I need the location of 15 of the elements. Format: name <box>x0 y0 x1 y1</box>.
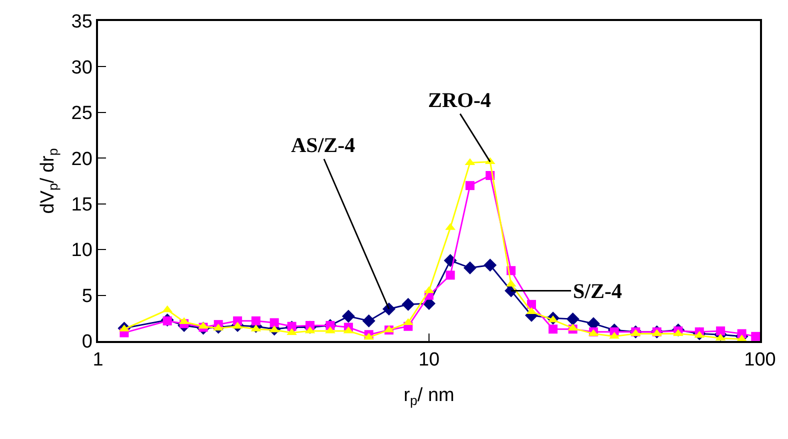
y-tick-label: 30 <box>71 57 92 78</box>
y-tick-label: 10 <box>71 240 92 262</box>
y-tick-label: 20 <box>71 148 92 170</box>
x-tick-label: 1 <box>92 350 104 371</box>
x-tick-label: 100 <box>744 350 776 371</box>
annotation: S/Z-4 <box>573 279 623 303</box>
annotation: AS/Z-4 <box>291 133 356 157</box>
x-tick-label: 10 <box>418 350 440 371</box>
annotation: ZRO-4 <box>428 88 492 112</box>
y-tick-label: 0 <box>82 332 92 353</box>
y-tick-label: 25 <box>71 103 92 124</box>
y-tick-label: 15 <box>71 194 92 216</box>
y-tick-label: 35 <box>71 12 92 33</box>
y-tick-label: 5 <box>82 286 92 307</box>
x-axis-title: r$_{p}$/ nm <box>404 384 454 408</box>
